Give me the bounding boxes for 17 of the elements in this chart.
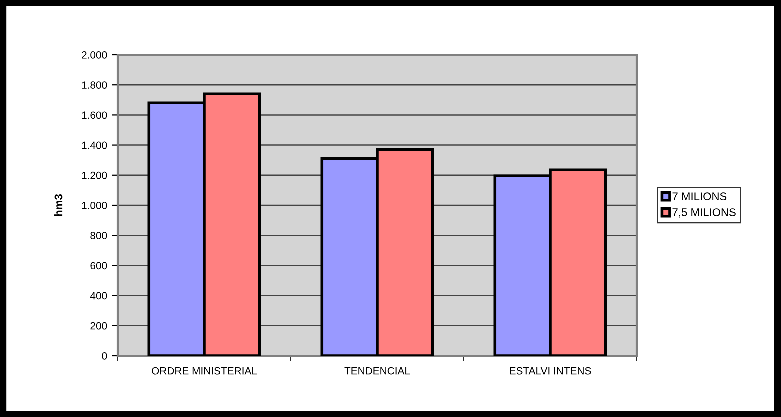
y-tick-label: 800 [90,232,108,240]
y-tick-label: 1.200 [82,172,108,180]
y-axis-title: hm3 [54,194,63,216]
y-tick-label: 1.400 [82,142,108,150]
y-tick-label: 400 [90,292,108,300]
y-tick-label: 200 [90,322,108,330]
x-tick-label: ESTALVI INTENS [510,367,592,375]
y-tick-label: 1.000 [82,202,108,210]
legend-label: 7,5 MILIONS [672,208,736,218]
x-tick-label: ORDRE MINISTERIAL [152,367,258,375]
y-tick-label: 600 [90,262,108,270]
x-tick-label: TENDENCIAL [344,367,410,375]
y-tick-label: 2.000 [82,52,108,59]
y-tick-label: 1.800 [82,82,108,89]
legend-label: 7 MILIONS [672,192,727,201]
y-tick-label: 1.600 [82,112,108,120]
y-tick-label: 0 [102,352,108,360]
